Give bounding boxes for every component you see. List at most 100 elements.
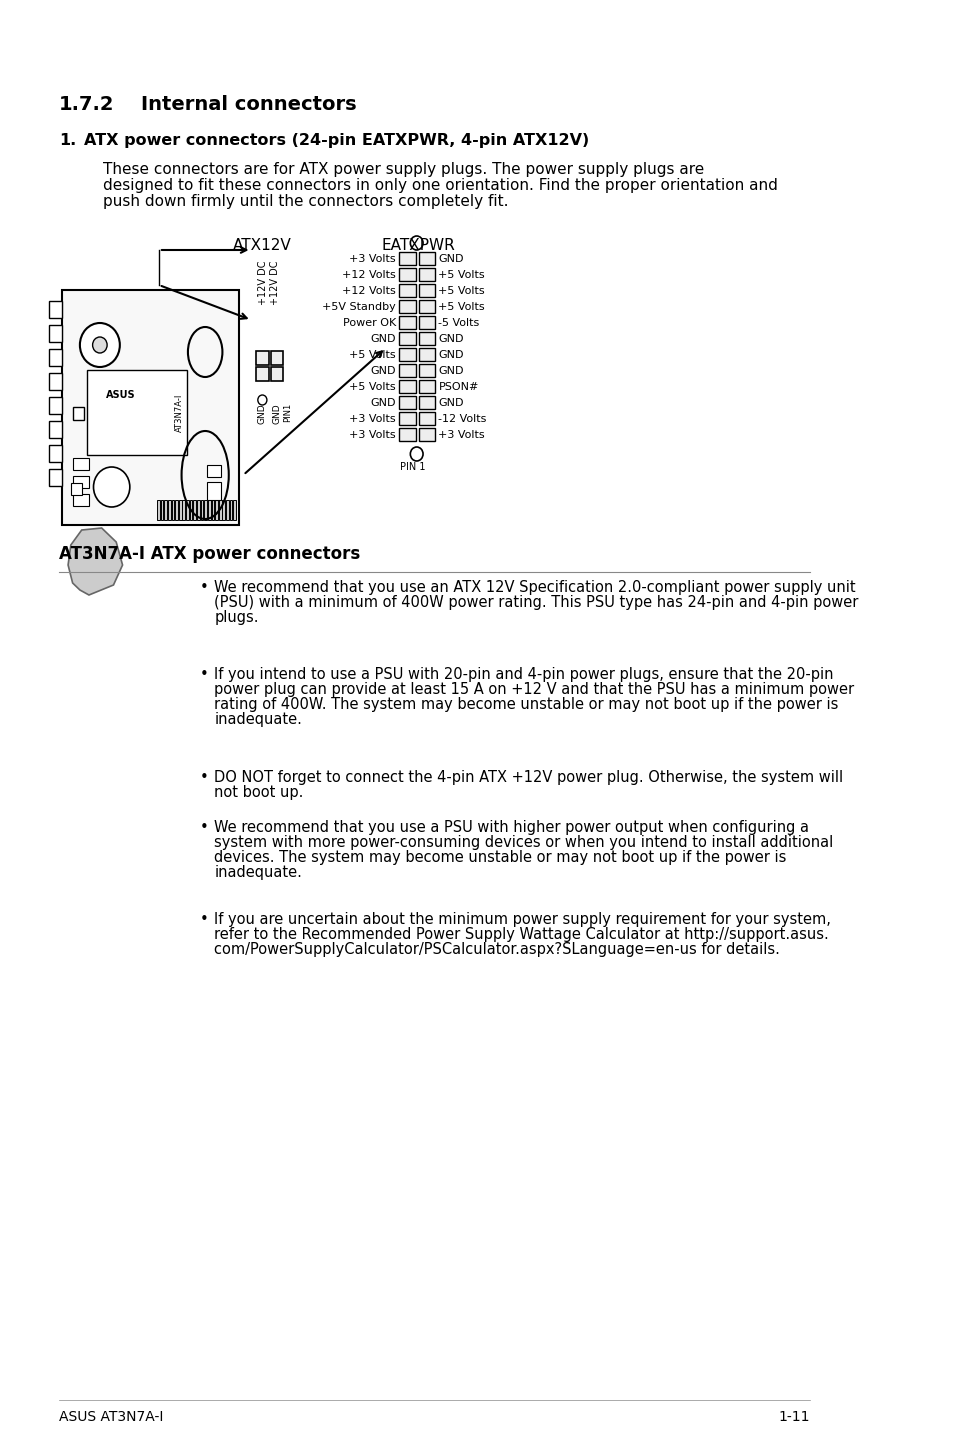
Text: power plug can provide at least 15 A on +12 V and that the PSU has a minimum pow: power plug can provide at least 15 A on … — [214, 682, 854, 697]
Text: +5 Volts: +5 Volts — [438, 286, 485, 295]
Text: PIN1: PIN1 — [283, 403, 292, 423]
Bar — [399, 332, 416, 345]
Bar — [418, 252, 435, 265]
Bar — [160, 500, 163, 521]
Bar — [218, 500, 221, 521]
Bar — [222, 500, 225, 521]
Bar — [418, 364, 435, 377]
Text: 1.: 1. — [59, 132, 76, 148]
Text: GND: GND — [438, 349, 463, 360]
Bar — [399, 364, 416, 377]
Bar — [208, 500, 211, 521]
Text: PIN 1: PIN 1 — [400, 462, 425, 472]
Text: AT3N7A-I: AT3N7A-I — [175, 394, 184, 433]
Bar — [62, 290, 238, 525]
Bar — [157, 500, 159, 521]
Bar — [172, 500, 174, 521]
Bar — [230, 500, 233, 521]
Bar — [418, 429, 435, 441]
Text: not boot up.: not boot up. — [214, 785, 303, 800]
Bar — [418, 316, 435, 329]
Polygon shape — [68, 528, 122, 595]
Text: DO NOT forget to connect the 4-pin ATX +12V power plug. Otherwise, the system wi: DO NOT forget to connect the 4-pin ATX +… — [214, 769, 842, 785]
Bar — [186, 500, 189, 521]
Text: inadequate.: inadequate. — [214, 866, 302, 880]
Bar — [49, 372, 62, 390]
Bar — [399, 283, 416, 298]
Text: devices. The system may become unstable or may not boot up if the power is: devices. The system may become unstable … — [214, 850, 786, 866]
Bar — [87, 370, 187, 454]
Text: refer to the Recommended Power Supply Wattage Calculator at http://support.asus.: refer to the Recommended Power Supply Wa… — [214, 928, 828, 942]
Bar — [399, 429, 416, 441]
Text: +12V DC: +12V DC — [270, 260, 280, 305]
Bar — [72, 476, 89, 487]
Bar — [399, 252, 416, 265]
Bar — [200, 500, 203, 521]
Text: GND: GND — [438, 365, 463, 375]
Bar — [49, 325, 62, 342]
Bar — [255, 367, 269, 381]
Text: designed to fit these connectors in only one orientation. Find the proper orient: designed to fit these connectors in only… — [103, 178, 777, 193]
Bar — [399, 413, 416, 426]
Bar — [215, 500, 217, 521]
Bar — [207, 464, 220, 477]
Bar — [399, 316, 416, 329]
Circle shape — [80, 324, 120, 367]
Text: inadequate.: inadequate. — [214, 712, 302, 728]
Bar — [49, 301, 62, 318]
Bar — [72, 457, 89, 470]
Bar — [190, 500, 193, 521]
Text: •: • — [199, 820, 209, 835]
Bar — [72, 495, 89, 506]
Text: AT3N7A-I ATX power connectors: AT3N7A-I ATX power connectors — [59, 545, 360, 564]
Text: +5 Volts: +5 Volts — [349, 381, 395, 391]
Text: If you intend to use a PSU with 20-pin and 4-pin power plugs, ensure that the 20: If you intend to use a PSU with 20-pin a… — [214, 667, 833, 682]
Text: GND: GND — [370, 397, 395, 407]
Bar — [418, 332, 435, 345]
Text: push down firmly until the connectors completely fit.: push down firmly until the connectors co… — [103, 194, 508, 209]
Text: Internal connectors: Internal connectors — [140, 95, 356, 114]
Text: +5 Volts: +5 Volts — [438, 269, 485, 279]
Circle shape — [410, 236, 422, 250]
Text: +3 Volts: +3 Volts — [438, 430, 485, 440]
Bar — [49, 469, 62, 486]
Text: EATXPWR: EATXPWR — [381, 239, 455, 253]
Bar — [271, 367, 283, 381]
Circle shape — [92, 336, 107, 352]
Text: +3 Volts: +3 Volts — [349, 253, 395, 263]
Bar — [71, 483, 82, 495]
Bar — [193, 500, 196, 521]
Bar — [399, 395, 416, 408]
Bar — [164, 500, 167, 521]
Circle shape — [257, 395, 267, 406]
Text: ASUS AT3N7A-I: ASUS AT3N7A-I — [59, 1411, 163, 1424]
Text: 1.7.2: 1.7.2 — [59, 95, 114, 114]
Text: +3 Volts: +3 Volts — [349, 430, 395, 440]
Text: +5 Volts: +5 Volts — [349, 349, 395, 360]
Text: GND: GND — [438, 334, 463, 344]
Bar — [178, 500, 181, 521]
Text: +12V DC: +12V DC — [258, 260, 268, 305]
Text: If you are uncertain about the minimum power supply requirement for your system,: If you are uncertain about the minimum p… — [214, 912, 830, 928]
Bar — [418, 380, 435, 393]
Bar — [168, 500, 171, 521]
Text: •: • — [199, 912, 209, 928]
Bar — [399, 348, 416, 361]
Bar — [399, 301, 416, 313]
Text: +5 Volts: +5 Volts — [438, 302, 485, 312]
Text: +12 Volts: +12 Volts — [342, 286, 395, 295]
Text: GND: GND — [370, 334, 395, 344]
Text: GND: GND — [438, 397, 463, 407]
Text: ATX12V: ATX12V — [233, 239, 291, 253]
Bar — [399, 380, 416, 393]
Bar — [212, 500, 214, 521]
Bar — [72, 407, 84, 420]
Text: 1-11: 1-11 — [778, 1411, 809, 1424]
Bar — [255, 351, 269, 365]
Text: -5 Volts: -5 Volts — [438, 318, 479, 328]
Text: •: • — [199, 667, 209, 682]
Bar — [226, 500, 229, 521]
Text: These connectors are for ATX power supply plugs. The power supply plugs are: These connectors are for ATX power suppl… — [103, 162, 703, 177]
Text: plugs.: plugs. — [214, 610, 258, 626]
Bar — [49, 397, 62, 414]
